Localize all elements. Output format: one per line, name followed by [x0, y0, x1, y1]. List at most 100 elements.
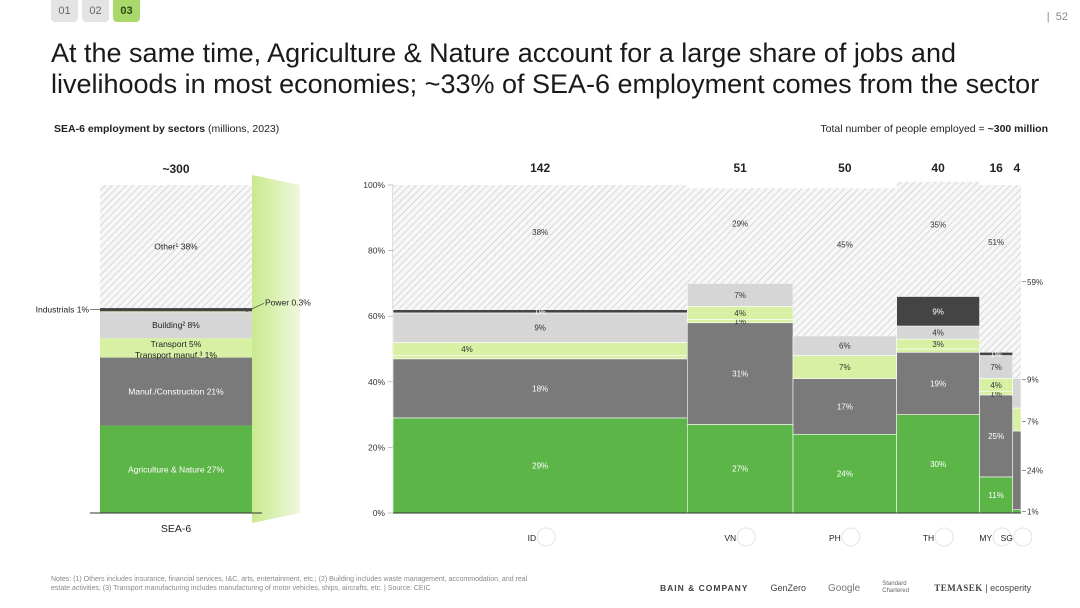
country-label-th: TH: [923, 533, 934, 543]
bar-label-my-industrials: 1%: [990, 350, 1002, 359]
bar-label-th-other: 35%: [930, 221, 946, 230]
sea6-category: SEA-6: [161, 523, 192, 535]
bar-label-sg-building: 9%: [1027, 375, 1039, 384]
bar-id-transport: [392, 342, 688, 356]
y-tick-label: 100%: [363, 180, 385, 190]
flag-icon-my: [992, 527, 1012, 547]
bar-label-vn-building: 7%: [734, 291, 746, 300]
sea6-label-power: Power 0.3%: [265, 297, 311, 307]
bar-label-sg-manuf-construction: 24%: [1027, 466, 1043, 475]
bar-label-my-manuf-construction: 25%: [988, 432, 1004, 441]
bar-label-vn-transport: 4%: [734, 309, 746, 318]
google-logo: Google: [828, 582, 861, 594]
bar-th-industrials: [896, 296, 980, 327]
tab-02[interactable]: 02: [82, 0, 109, 22]
sea6-label-building: Building² 8%: [152, 320, 200, 330]
bar-vn-manuf-construction: [687, 322, 794, 425]
sea6-label-manuf-construction: Manuf./Construction 21%: [128, 387, 224, 397]
width-label-th: 40: [931, 161, 945, 175]
bar-th-transport-manuf: [896, 348, 980, 353]
width-label-vn: 51: [733, 161, 747, 175]
y-tick-label: 0%: [373, 508, 386, 518]
page-number: | 52: [1046, 11, 1068, 23]
bar-id-agriculture-nature: [392, 417, 688, 514]
y-tick-label: 40%: [368, 377, 385, 387]
sea6-label-transport-manuf: Transport manuf.³ 1%: [135, 350, 217, 360]
country-label-id: ID: [528, 533, 537, 543]
width-label-ph: 50: [838, 161, 852, 175]
tab-03[interactable]: 03: [113, 0, 140, 22]
page-number-value: 52: [1055, 11, 1068, 23]
bain-logo: BAIN & COMPANY: [660, 583, 749, 593]
standard-chartered-logo: Standard Chartered: [882, 581, 909, 594]
bar-label-th-manuf-construction: 19%: [930, 379, 946, 388]
sea6-segment-transport: [100, 338, 252, 355]
bar-id-manuf-construction: [392, 358, 688, 419]
bar-label-vn-transport-manuf: 1%: [734, 317, 746, 326]
country-label-vn: VN: [724, 533, 736, 543]
sea6-total: ~300: [162, 162, 189, 176]
subtitle-bold: SEA-6 employment by sectors: [54, 123, 206, 135]
bar-label-th-agriculture-nature: 30%: [930, 460, 946, 469]
flag-icon-sg: [1013, 527, 1033, 547]
sea6-segment-industrials: [100, 308, 252, 312]
y-tick-label: 60%: [368, 311, 385, 321]
width-label-sg: 4: [1014, 161, 1021, 175]
bar-label-th-transport: 3%: [932, 340, 944, 349]
bar-label-ph-other: 45%: [837, 240, 853, 249]
genzero-logo: GenZero: [770, 583, 806, 593]
partner-logos: BAIN & COMPANY GenZero Google Standard C…: [660, 581, 1031, 595]
sea6-segment-other: [100, 185, 252, 309]
zoom-wedge: [252, 175, 300, 523]
employment-chart: Agriculture & Nature 27% Manuf./Construct…: [36, 161, 1043, 547]
country-column-sg: 1% 24% 7% 9% 59% 4 SG: [1001, 161, 1043, 547]
y-tick-label: 80%: [368, 246, 385, 256]
country-label-ph: PH: [829, 533, 841, 543]
bar-label-id-manuf-construction: 18%: [532, 384, 548, 393]
country-chart: 0%20%40%60%80%100%29%18%1%4%9%1%38%142ID…: [363, 161, 1043, 547]
bar-label-sg-agriculture-nature: 1%: [1027, 507, 1039, 516]
sea6-label-industrials: Industrials 1%: [36, 305, 90, 315]
bar-sg-transport: [1012, 407, 1022, 432]
width-label-my: 16: [989, 161, 1003, 175]
sea6-segment-agriculture-nature: [100, 425, 252, 513]
sea6-segment-manuf-construction: [100, 357, 252, 426]
total-prefix: Total number of people employed =: [820, 123, 988, 135]
bar-label-th-industrials: 9%: [932, 307, 944, 316]
bar-label-th-building: 4%: [932, 329, 944, 338]
bar-label-my-building: 7%: [990, 363, 1002, 372]
bar-ph-manuf-construction: [792, 378, 897, 435]
total-employed: Total number of people employed = ~300 m…: [820, 123, 1048, 135]
power-leader: [245, 302, 265, 313]
sea6-chart: Agriculture & Nature 27% Manuf./Construct…: [36, 162, 312, 535]
country-label-sg: SG: [1001, 533, 1013, 543]
bar-th-other: [896, 181, 980, 297]
bar-label-vn-agriculture-nature: 27%: [732, 465, 748, 474]
sea6-label-agriculture-nature: Agriculture & Nature 27%: [128, 464, 224, 474]
sea6-label-other: Other¹ 38%: [154, 242, 198, 252]
bar-vn-agriculture-nature: [687, 424, 794, 514]
bar-label-id-building: 9%: [534, 324, 546, 333]
sea6-segment-building: [100, 312, 252, 339]
flag-icon-vn: [736, 527, 756, 547]
chart-subtitle: SEA-6 employment by sectors (millions, 2…: [54, 123, 279, 135]
page-title: At the same time, Agriculture & Nature a…: [51, 38, 1040, 99]
width-label-id: 142: [530, 161, 550, 175]
flag-icon-ph: [841, 527, 861, 547]
country-column-ph: 24% 17% 7% 6% 45% 50 PH: [792, 161, 897, 547]
bar-label-id-agriculture-nature: 29%: [532, 461, 548, 470]
bar-label-my-transport-manuf: 1%: [990, 389, 1002, 398]
bar-label-id-transport: 4%: [461, 345, 473, 354]
bar-label-sg-transport: 7%: [1027, 418, 1039, 427]
tab-01[interactable]: 01: [51, 0, 78, 22]
country-column-vn: 27% 31% 1%4% 7% 29% 51 VN: [687, 161, 794, 547]
bar-label-vn-manuf-construction: 31%: [732, 370, 748, 379]
bar-th-agriculture-nature: [896, 414, 980, 514]
bar-label-ph-agriculture-nature: 24%: [837, 470, 853, 479]
bar-vn-other: [687, 188, 794, 284]
bar-label-sg-other: 59%: [1027, 278, 1043, 287]
footnotes: Notes: (1) Others includes insurance, fi…: [51, 576, 528, 592]
flag-icon-th: [934, 527, 954, 547]
bar-my-manuf-construction: [979, 394, 1014, 478]
